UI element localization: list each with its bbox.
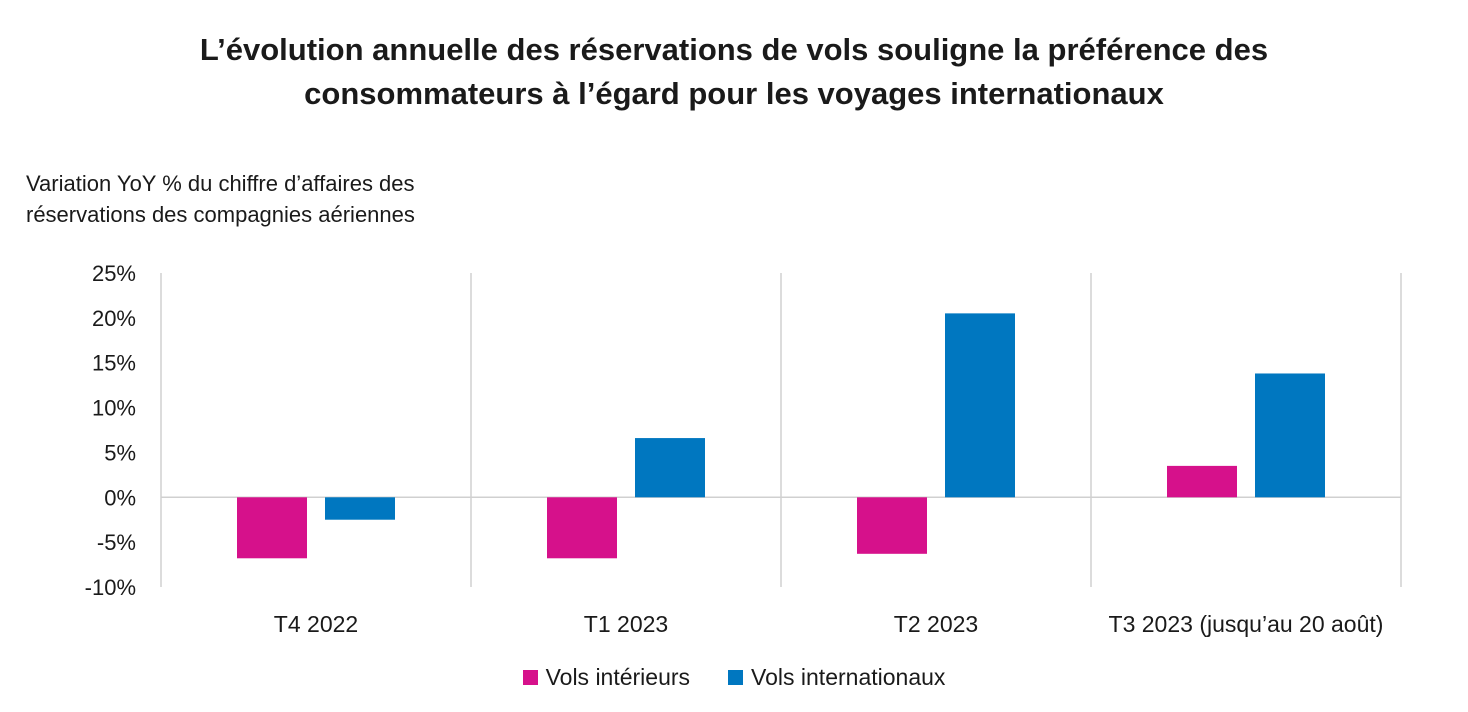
y-axis-label: Variation YoY % du chiffre d’affaires de…	[26, 168, 415, 230]
y-tick-label: 0%	[104, 485, 136, 510]
legend: Vols intérieurs Vols internationaux	[0, 664, 1468, 691]
y-axis-label-line-2: réservations des compagnies aériennes	[26, 202, 415, 227]
chart-title-line-2: consommateurs à l’égard pour les voyages…	[304, 76, 1164, 111]
bar-international	[635, 438, 705, 498]
y-tick-label: 25%	[92, 261, 136, 286]
bar-international	[325, 497, 395, 520]
bar-international	[945, 313, 1015, 498]
x-tick-label: T4 2022	[274, 611, 358, 637]
legend-swatch-international	[728, 670, 744, 685]
y-tick-label: -5%	[97, 530, 136, 555]
x-tick-label: T3 2023 (jusqu’au 20 août)	[1109, 611, 1384, 637]
bar-domestic	[1167, 465, 1237, 498]
y-tick-label: 15%	[92, 351, 136, 376]
y-axis-label-line-1: Variation YoY % du chiffre d’affaires de…	[26, 171, 415, 196]
bar-domestic	[237, 497, 307, 559]
bar-domestic	[547, 497, 617, 559]
y-tick-label: -10%	[85, 575, 136, 600]
x-tick-label: T1 2023	[584, 611, 668, 637]
bar-domestic	[857, 497, 927, 554]
legend-item-domestic: Vols intérieurs	[522, 664, 691, 691]
legend-item-international: Vols internationaux	[728, 664, 945, 691]
y-tick-label: 20%	[92, 306, 136, 331]
legend-label-international: Vols internationaux	[751, 664, 946, 690]
bar-international	[1255, 373, 1325, 498]
legend-swatch-domestic	[522, 670, 538, 685]
y-tick-label: 5%	[104, 440, 136, 465]
x-tick-label: T2 2023	[894, 611, 978, 637]
chart-title-line-1: L’évolution annuelle des réservations de…	[199, 32, 1269, 67]
legend-label-domestic: Vols intérieurs	[545, 664, 691, 690]
chart-title: L’évolution annuelle des réservations de…	[0, 28, 1468, 116]
y-tick-label: 10%	[92, 396, 136, 421]
